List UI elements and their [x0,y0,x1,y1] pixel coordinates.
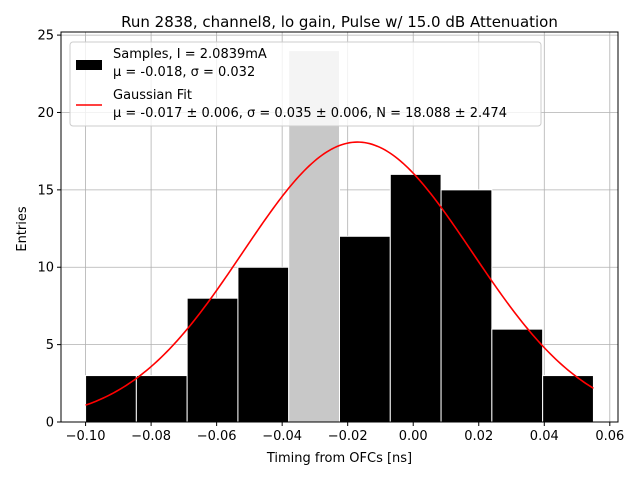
y-tick-label: 10 [37,261,54,276]
x-tick-label: 0.02 [464,429,493,444]
x-tick-label: −0.08 [131,429,171,444]
y-tick-label: 25 [37,29,54,44]
legend-fit-stats: μ = -0.017 ± 0.006, σ = 0.035 ± 0.006, N… [113,106,507,121]
axes [60,31,619,423]
histogram-bar [440,189,493,423]
y-tick-label: 5 [46,338,54,353]
x-tick-label: −0.02 [328,429,368,444]
histogram-bar [186,297,239,423]
y-axis-label: Entries [15,206,30,252]
x-axis-label: Timing from OFCs [ns] [266,451,412,466]
histogram-bar [491,328,544,423]
fit-curve-group [85,141,594,406]
histogram-bar [237,266,290,423]
legend-fit-label: Gaussian Fit [113,88,192,103]
x-tick-label: 0.04 [530,429,559,444]
x-tick-label: −0.04 [262,429,302,444]
y-tick-label: 0 [46,416,54,431]
histogram-bar [389,173,442,423]
y-tick-label: 15 [37,183,54,198]
legend-samples-swatch [76,60,102,70]
histogram-bar [339,235,391,423]
legend-samples-stats: μ = -0.018, σ = 0.032 [113,65,255,80]
y-tick-label: 20 [37,106,54,121]
legend-box [69,41,542,127]
gaussian-fit-curve [85,141,594,406]
legend-samples-label: Samples, I = 2.0839mA [113,47,267,62]
x-tick-label: 0.00 [399,429,428,444]
x-tick-label: −0.10 [66,429,106,444]
x-tick-label: 0.06 [595,429,624,444]
ticks: −0.10 −0.08 −0.06 −0.04 −0.02 0.00 0.02 0.04 0.0… [37,29,624,444]
chart-title: Run 2838, channel8, lo gain, Pulse w/ 15… [121,13,558,31]
legend: Samples, I = 2.0839mA μ = -0.018, σ = 0.… [69,41,542,127]
plot-frame [60,31,619,423]
x-tick-label: −0.06 [197,429,237,444]
histogram-bar [135,375,188,423]
histogram-bar [85,375,137,423]
